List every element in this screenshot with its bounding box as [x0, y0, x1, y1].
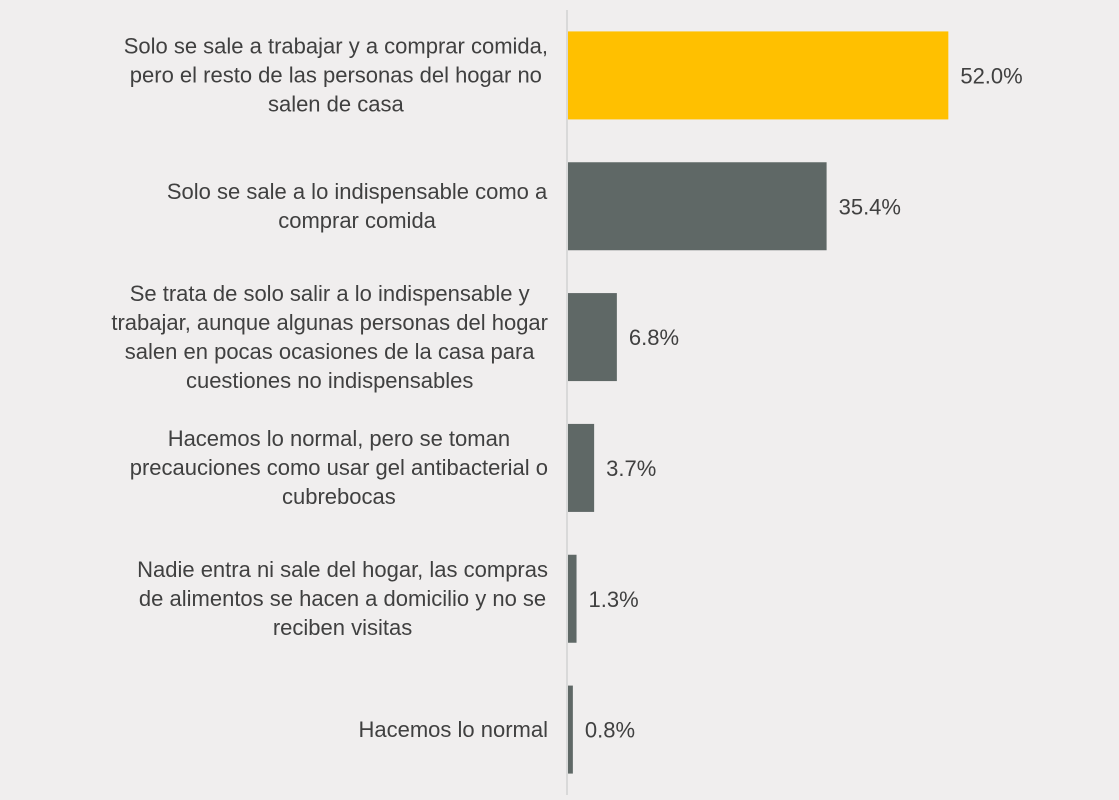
category-label-line: salen en pocas ocasiones de la casa para — [125, 339, 535, 364]
value-label-4: 3.7% — [606, 456, 656, 481]
category-label-line: cuestiones no indispensables — [186, 368, 473, 393]
category-label-line: Se trata de solo salir a lo indispensabl… — [130, 281, 530, 306]
category-label-line: precauciones como usar gel antibacterial… — [130, 455, 548, 480]
bars-layer — [567, 31, 949, 774]
category-label-line: salen de casa — [268, 92, 405, 117]
category-label-line: reciben visitas — [273, 615, 412, 640]
category-label-line: Hacemos lo normal, pero se toman — [168, 426, 510, 451]
category-label-line: comprar comida — [278, 208, 436, 233]
value-label-5: 1.3% — [589, 587, 639, 612]
category-label-line: pero el resto de las personas del hogar … — [130, 63, 542, 88]
category-label-line: trabajar, aunque algunas personas del ho… — [111, 310, 548, 335]
category-label-6: Hacemos lo normal — [358, 717, 548, 742]
category-label-5: Nadie entra ni sale del hogar, las compr… — [137, 557, 548, 640]
bar-5 — [567, 554, 577, 643]
category-label-2: Solo se sale a lo indispensable como a co… — [167, 179, 548, 233]
category-label-line: Hacemos lo normal — [358, 717, 548, 742]
value-label-3: 6.8% — [629, 325, 679, 350]
bar-4 — [567, 423, 595, 512]
category-label-line: Nadie entra ni sale del hogar, las compr… — [137, 557, 548, 582]
bar-3 — [567, 293, 617, 382]
value-label-1: 52.0% — [960, 63, 1022, 88]
value-label-6: 0.8% — [585, 718, 635, 743]
category-label-1: Solo se sale a trabajar y a comprar comi… — [124, 34, 548, 117]
category-label-line: Solo se sale a lo indispensable como a — [167, 179, 548, 204]
category-label-line: cubrebocas — [282, 484, 396, 509]
category-label-3: Se trata de solo salir a lo indispensabl… — [111, 281, 548, 393]
value-labels-layer: 52.0% 35.4% 6.8% 3.7% 1.3% 0.8% — [585, 63, 1023, 742]
category-label-line: Solo se sale a trabajar y a comprar comi… — [124, 34, 548, 59]
bar-6 — [567, 685, 573, 774]
category-label-4: Hacemos lo normal, pero se toman precauci… — [130, 426, 548, 509]
value-label-2: 35.4% — [839, 194, 901, 219]
category-label-line: de alimentos se hacen a domicilio y no s… — [139, 586, 546, 611]
bar-2 — [567, 162, 827, 251]
bar-1 — [567, 31, 949, 120]
category-labels-layer: Solo se sale a trabajar y a comprar comi… — [111, 34, 548, 742]
